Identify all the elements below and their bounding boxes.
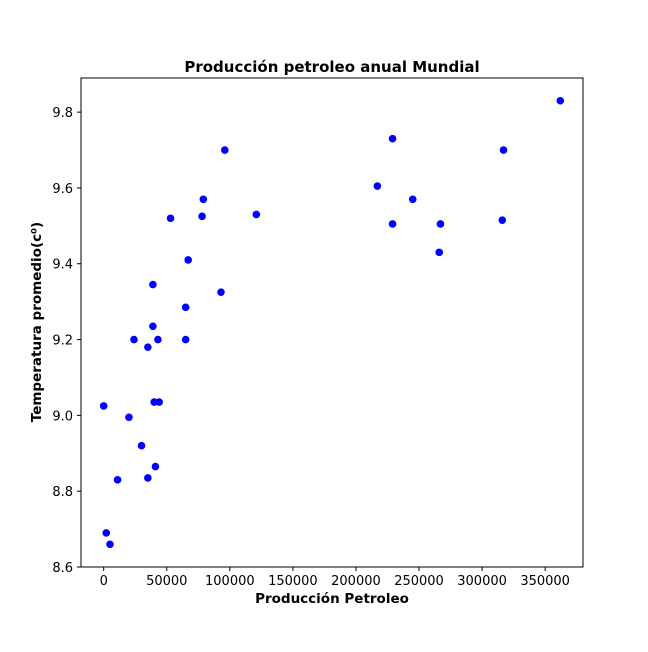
y-axis-label: Temperatura promedio(c⁰) xyxy=(29,222,45,422)
x-tick-label: 250000 xyxy=(394,574,444,589)
data-point xyxy=(373,182,382,190)
data-point xyxy=(144,474,152,482)
data-point xyxy=(181,303,190,312)
plot-frame xyxy=(80,77,584,568)
data-point xyxy=(252,210,261,219)
data-point xyxy=(113,476,122,484)
data-point xyxy=(99,402,108,410)
x-tick-label: 50000 xyxy=(146,574,187,589)
chart-title: Producción petroleo anual Mundial xyxy=(184,58,479,76)
data-point xyxy=(144,343,152,351)
data-point xyxy=(149,280,157,289)
y-tick-label: 9.6 xyxy=(52,182,73,197)
data-point xyxy=(436,220,445,228)
data-point xyxy=(499,146,508,154)
x-tick-label: 200000 xyxy=(331,574,381,589)
axis-ticks: 0 50000 100000 150000 200000 250000 300000 3500… xyxy=(52,106,570,589)
data-point xyxy=(198,212,206,221)
data-point xyxy=(199,195,208,204)
data-points xyxy=(99,96,565,549)
data-point xyxy=(408,195,417,204)
data-point xyxy=(155,398,164,406)
data-point xyxy=(125,413,133,422)
data-point xyxy=(102,529,111,537)
data-point xyxy=(149,322,157,331)
data-point xyxy=(181,335,190,344)
data-point xyxy=(220,146,229,154)
data-point xyxy=(388,220,397,228)
data-point xyxy=(106,540,114,549)
data-point xyxy=(388,134,397,143)
data-point xyxy=(130,335,138,344)
x-tick-label: 0 xyxy=(100,574,108,589)
x-axis-label: Producción Petroleo xyxy=(255,591,409,607)
y-tick-label: 9.8 xyxy=(52,106,73,121)
x-tick-label: 300000 xyxy=(457,574,507,589)
data-point xyxy=(435,248,444,257)
y-tick-label: 9.0 xyxy=(52,409,73,424)
data-point xyxy=(166,214,175,223)
y-tick-label: 9.4 xyxy=(52,258,73,273)
y-tick-label: 8.8 xyxy=(52,485,73,500)
x-tick-label: 100000 xyxy=(205,574,255,589)
x-tick-label: 350000 xyxy=(520,574,570,589)
data-point xyxy=(151,462,160,471)
x-tick-label: 150000 xyxy=(268,574,318,589)
data-point xyxy=(154,335,162,344)
data-point xyxy=(498,216,507,224)
y-tick-label: 8.6 xyxy=(52,561,73,576)
data-point xyxy=(184,256,193,264)
data-point xyxy=(137,441,146,450)
y-tick-label: 9.2 xyxy=(52,334,73,349)
data-point xyxy=(556,96,565,105)
data-point xyxy=(217,288,225,296)
